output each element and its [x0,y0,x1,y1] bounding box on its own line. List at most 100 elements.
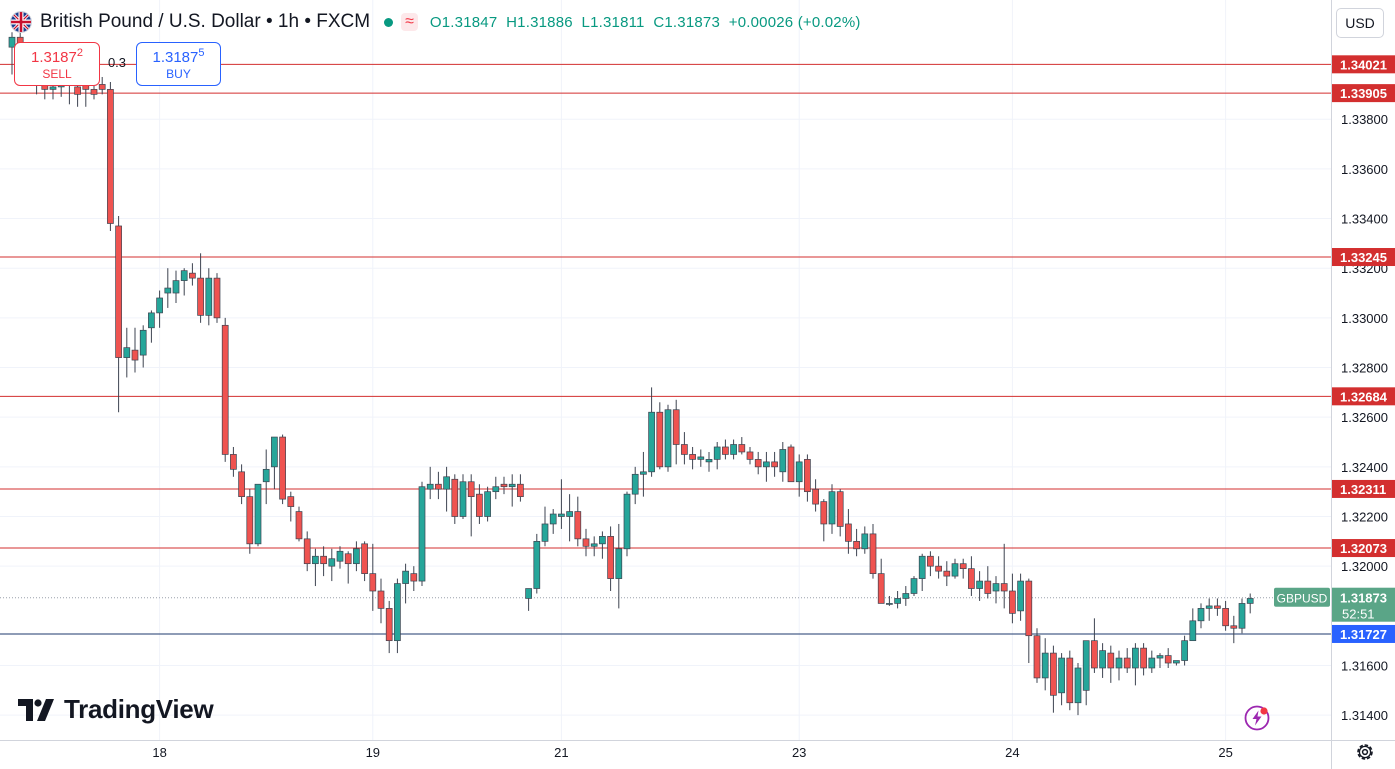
candle-body [189,272,196,279]
candle [959,558,967,579]
candle [1140,643,1147,676]
y-tick-label: 1.32200 [1341,510,1388,525]
symbol-header[interactable]: British Pound / U.S. Dollar • 1h • FXCM … [10,9,861,35]
candle-body [648,411,655,473]
candle [787,444,795,483]
settings-gear-icon[interactable] [1354,741,1376,763]
candle [156,290,163,328]
candle-body [672,409,680,445]
candle [894,591,901,609]
sell-button[interactable]: 1.31872 SELL [14,42,100,86]
candle [1205,598,1213,621]
candle-body [861,533,869,550]
candle-body [385,608,393,642]
buy-button[interactable]: 1.31875 BUY [136,42,221,86]
candle [1230,615,1238,644]
x-tick-label: 18 [152,745,166,760]
candle-body [426,483,434,490]
candle-body [992,583,1000,592]
candle-body [828,491,836,525]
low-value: L1.31811 [581,13,645,31]
candle-body [353,548,360,565]
candle-body [1099,650,1106,669]
price-axis[interactable]: 1.338001.336001.334001.332001.330001.328… [1331,0,1389,769]
candle [172,270,180,303]
candle [968,556,975,596]
plot-area[interactable] [0,0,1331,740]
candle [1074,663,1082,716]
candle-body [705,459,713,463]
candle-body [558,513,565,517]
candle-body [1074,667,1082,704]
candle-body [1205,605,1213,609]
candle [640,451,647,497]
horizontal-levels[interactable] [0,63,1331,635]
candle-body [1189,620,1197,642]
candle [148,310,155,343]
blue-level-tag [1332,624,1395,643]
candle [1058,653,1065,706]
candle-body [361,543,368,574]
lightning-icon[interactable] [1244,705,1270,731]
candle-body [271,436,278,468]
candle [164,268,172,308]
candle-body [697,456,705,460]
candle [976,571,983,601]
candle [1041,638,1049,691]
buy-label: BUY [166,67,191,81]
candle [574,496,582,547]
candle [992,576,1000,604]
candle [246,489,254,554]
candle [1050,645,1057,713]
candle [795,454,803,497]
candle [131,327,139,373]
y-tick-label: 1.32800 [1341,361,1388,376]
candle-body [451,478,459,517]
candle [410,566,418,592]
candle [861,526,869,554]
currency-button[interactable]: USD [1336,8,1384,38]
candle [1197,603,1205,629]
open-value: O1.31847 [429,13,498,31]
candle [541,506,549,547]
tradingview-logo[interactable]: TradingView [18,694,214,725]
candle-body [746,451,754,460]
candle-body [312,555,319,565]
market-open-icon [384,17,394,27]
time-axis[interactable]: 18 19 21 23 24 25 [0,740,1395,761]
candle-body [1173,660,1180,664]
candle-body [123,347,131,358]
candle-body [607,536,614,579]
buy-price-pip: 5 [198,47,205,59]
symbol-tag-label: GBPUSD [1277,592,1328,606]
candle-body [328,558,336,567]
candle [853,528,860,557]
candle [369,543,377,611]
candle-body [877,573,885,604]
data-source-icon[interactable]: ≈ [401,13,418,31]
candle [451,474,459,524]
level-price-tag [1332,55,1395,74]
candle-body [336,550,344,562]
candle [582,528,590,557]
candle-body [533,540,541,589]
candle-body [467,481,475,497]
candle [672,399,680,465]
symbol-title[interactable]: British Pound / U.S. Dollar • 1h • FXCM [40,11,371,32]
candle-body [180,270,188,281]
x-tick-label: 19 [366,745,380,760]
candle [377,578,385,624]
candle-body [1066,657,1074,704]
candle-body [1197,608,1205,622]
candle [943,561,951,587]
candle-body [640,471,647,475]
candle [328,548,336,582]
candle [779,442,787,482]
candle [1173,660,1180,666]
candle [918,553,926,592]
candle-body [295,511,303,540]
candle [910,576,918,596]
candle [312,548,319,587]
candle-body [590,543,598,547]
